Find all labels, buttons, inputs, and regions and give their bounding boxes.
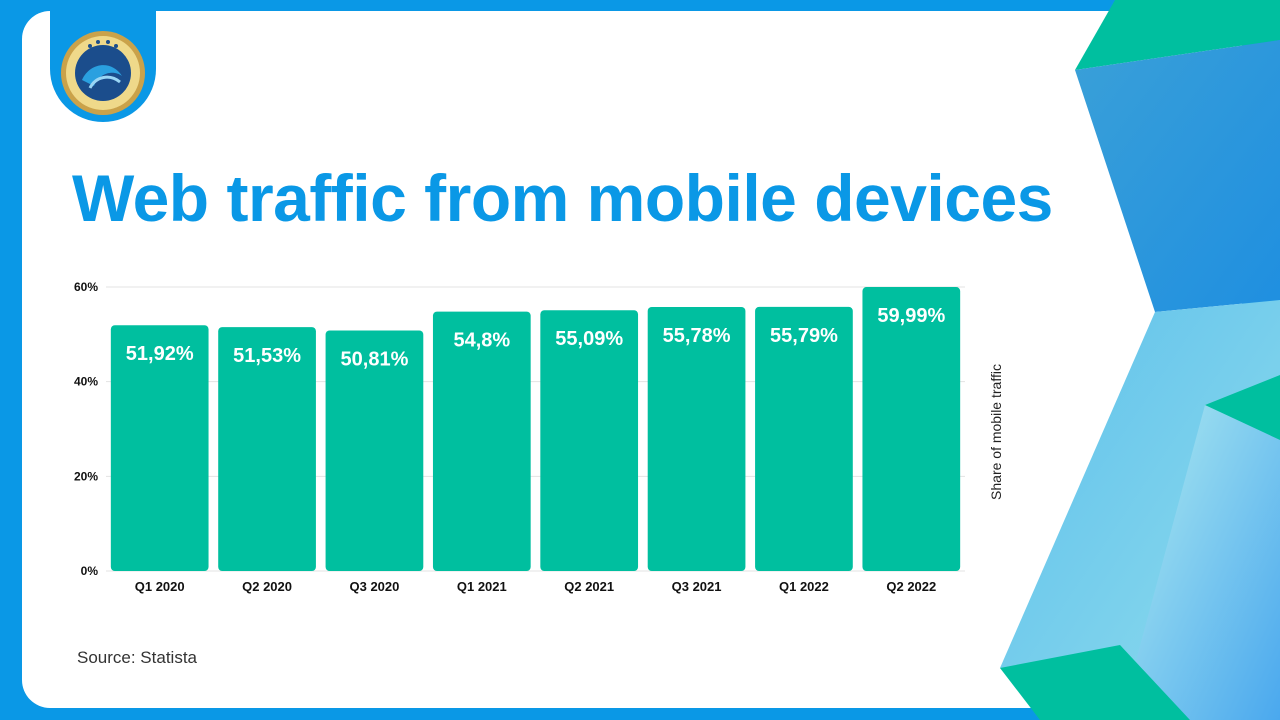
data-label: 55,09%	[555, 328, 623, 350]
bar-q1-2020	[110, 325, 209, 571]
data-label: 51,92%	[126, 343, 194, 365]
bar-q1-2021	[432, 311, 531, 571]
source-note: Source: Statista	[77, 648, 198, 667]
page-title: Web traffic from mobile devices	[72, 161, 1053, 235]
data-label: 59,99%	[877, 305, 945, 327]
bar-q2-2020	[218, 327, 316, 571]
x-tick-label: Q1 2021	[457, 579, 507, 594]
data-label: 51,53%	[233, 345, 301, 367]
bar-q3-2020	[325, 330, 424, 571]
data-label: 55,79%	[770, 325, 838, 347]
x-tick-label: Q1 2020	[135, 579, 185, 594]
bar-chart: 0% 20% 40% 60% 51,92% Q1 2020 51,53% Q2 2020 50,…	[74, 280, 965, 594]
bar-q3-2021	[647, 306, 746, 571]
x-tick-label: Q2 2022	[886, 579, 936, 594]
x-tick-label: Q2 2020	[242, 579, 292, 594]
y-tick-label: 40%	[74, 375, 98, 389]
x-tick-label: Q3 2021	[672, 579, 722, 594]
x-tick-label: Q3 2020	[350, 579, 400, 594]
x-tick-label: Q1 2022	[779, 579, 829, 594]
y-tick-label: 60%	[74, 280, 98, 294]
y-tick-label: 20%	[74, 469, 98, 483]
data-label: 54,8%	[453, 330, 510, 352]
bar-q2-2021	[540, 310, 639, 571]
y-axis-label: Share of mobile traffic	[988, 364, 1004, 500]
reputation-certified-badge-icon	[61, 31, 145, 115]
x-tick-label: Q2 2021	[564, 579, 614, 594]
data-label: 50,81%	[341, 348, 409, 370]
y-tick-label: 0%	[81, 564, 99, 578]
bar-q1-2022	[755, 306, 853, 571]
bar-q2-2022	[862, 287, 961, 571]
data-label: 55,78%	[663, 325, 731, 347]
